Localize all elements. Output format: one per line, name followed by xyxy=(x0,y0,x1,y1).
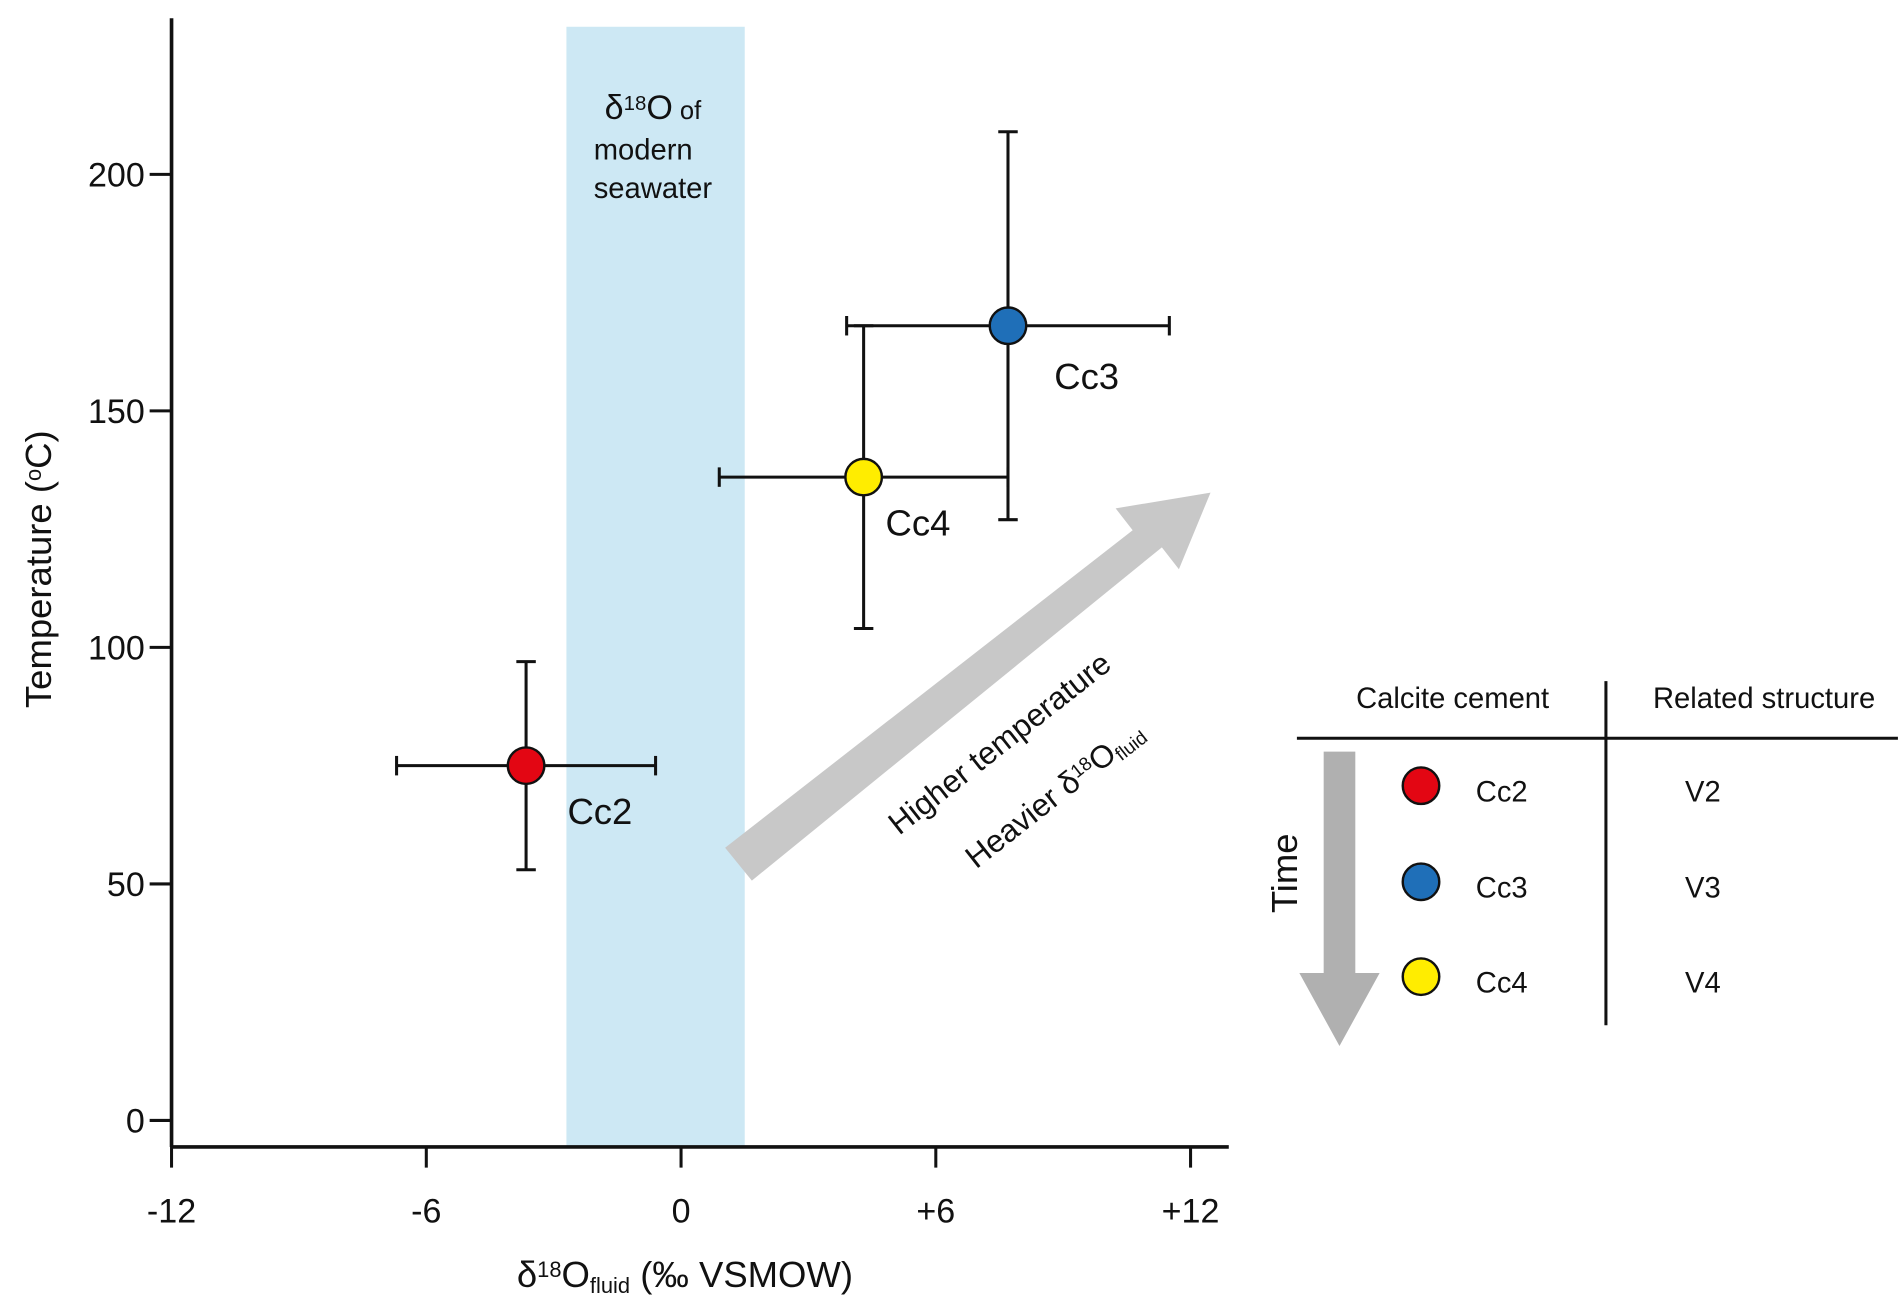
band-label-part: 18 xyxy=(624,93,647,115)
y-axis-label-part: o xyxy=(21,469,46,481)
legend-marker xyxy=(1401,957,1441,997)
point-label: Cc2 xyxy=(567,791,632,832)
x-axis-label-part: fluid xyxy=(590,1272,630,1297)
time-arrow xyxy=(1299,751,1380,1046)
y-axis-label: Temperature (oC) xyxy=(18,430,59,708)
x-tick-label: +12 xyxy=(1162,1192,1220,1230)
seawater-band xyxy=(566,26,745,1147)
band-label-part: modern xyxy=(594,134,693,166)
x-tick-label: -12 xyxy=(147,1192,196,1230)
y-axis-label-part: Temperature ( xyxy=(18,481,59,708)
table-cement: Cc3 xyxy=(1476,873,1528,905)
point xyxy=(506,746,546,786)
x-tick-label: -6 xyxy=(411,1192,441,1230)
table-structure: V2 xyxy=(1685,777,1721,809)
band-label-part: δ xyxy=(605,89,624,127)
legend-marker xyxy=(1401,862,1441,902)
table-header: Related structure xyxy=(1653,683,1875,715)
x-axis-label-part: (‰ VSMOW) xyxy=(630,1254,853,1295)
table-header: Calcite cement xyxy=(1356,683,1549,715)
band-label: modern xyxy=(594,134,693,166)
x-axis-label-part: O xyxy=(562,1254,590,1295)
point xyxy=(988,306,1028,346)
table-cement: Cc4 xyxy=(1476,967,1528,999)
band-label: δ18O of xyxy=(605,89,702,127)
y-tick-label: 0 xyxy=(126,1103,145,1141)
point-label: Cc4 xyxy=(886,502,951,543)
x-axis-label: δ18Ofluid (‰ VSMOW) xyxy=(517,1254,853,1297)
y-axis-label-part: C) xyxy=(18,430,59,468)
y-tick-label: 50 xyxy=(107,866,145,904)
y-tick-label: 100 xyxy=(88,630,145,668)
x-tick-label: +6 xyxy=(916,1192,955,1230)
band-label-part: seawater xyxy=(594,173,713,205)
y-tick-label: 150 xyxy=(88,393,145,431)
table-structure: V3 xyxy=(1685,873,1721,905)
point-label: Cc3 xyxy=(1054,356,1119,397)
band-label: seawater xyxy=(594,173,713,205)
band-label-part: O xyxy=(646,89,672,127)
legend-marker xyxy=(1401,766,1441,806)
trend-arrow xyxy=(725,492,1211,881)
y-tick-label: 200 xyxy=(88,157,145,195)
table-structure: V4 xyxy=(1685,967,1721,999)
x-axis-label-part: 18 xyxy=(537,1257,561,1282)
x-axis-label-part: δ xyxy=(517,1254,537,1295)
time-label: Time xyxy=(1264,833,1305,913)
x-tick-label: 0 xyxy=(672,1192,691,1230)
band-label-part: of xyxy=(673,97,702,125)
table-cement: Cc2 xyxy=(1476,777,1528,809)
point xyxy=(844,457,884,497)
